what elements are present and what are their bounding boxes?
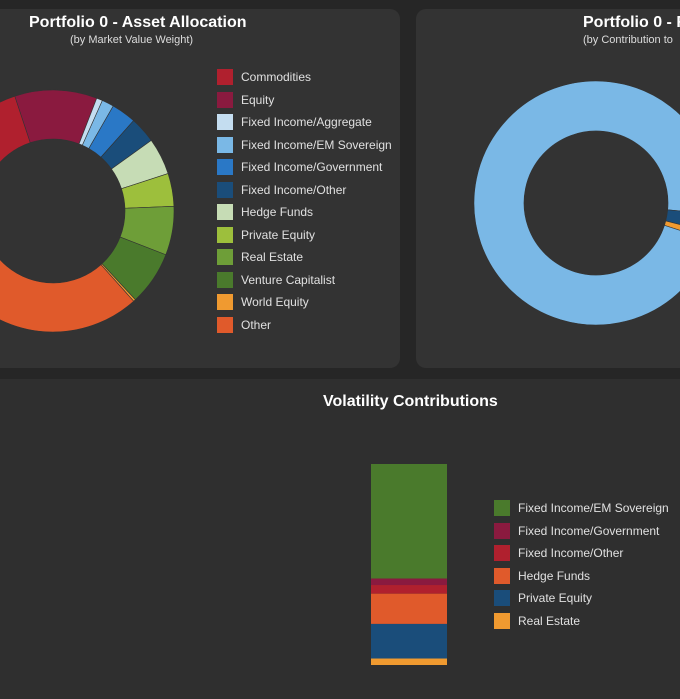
risk-contribution-donut-chart (473, 80, 680, 326)
asset-allocation-legend-item-commodities[interactable]: Commodities (217, 68, 311, 86)
asset-allocation-legend-label: Commodities (241, 70, 312, 84)
risk-contribution-slice-0-slice[interactable] (473, 80, 680, 326)
volatility-segment-real-estate[interactable] (371, 658, 447, 665)
volatility-legend-label: Private Equity (518, 591, 593, 605)
asset-allocation-legend-label: Fixed Income/Other (241, 182, 347, 197)
volatility-legend-swatch (494, 612, 510, 629)
asset-allocation-legend-swatch (217, 249, 233, 265)
asset-allocation-legend-item-private-equity[interactable]: Private Equity (217, 226, 315, 244)
volatility-contributions-panel: Volatility Contributions Fixed Income/EM… (0, 379, 680, 699)
asset-allocation-legend-item-hedge-funds[interactable]: Hedge Funds (217, 203, 313, 221)
volatility-legend-item-hedge-funds[interactable]: Hedge Funds (494, 567, 590, 585)
asset-allocation-legend-label: Fixed Income/EM Sovereign (241, 137, 392, 152)
risk-contribution-panel: Portfolio 0 - R (by Contribution to (416, 9, 680, 368)
asset-allocation-panel: Portfolio 0 - Asset Allocation (by Marke… (0, 9, 400, 368)
asset-allocation-legend-swatch (217, 136, 233, 153)
volatility-legend-label: Hedge Funds (518, 568, 591, 583)
volatility-legend-label: Fixed Income/Other (518, 546, 624, 560)
volatility-title: Volatility Contributions (323, 393, 498, 410)
asset-allocation-title: Portfolio 0 - Asset Allocation (29, 14, 247, 31)
asset-allocation-subtitle: (by Market Value Weight) (70, 34, 194, 46)
asset-allocation-legend-item-real-estate[interactable]: Real Estate (217, 248, 303, 266)
asset-allocation-legend-swatch (217, 204, 233, 220)
asset-allocation-legend-swatch (217, 91, 233, 108)
volatility-legend-item-fixed-income-government[interactable]: Fixed Income/Government (494, 522, 659, 540)
volatility-legend-label: Fixed Income/EM Sovereign (518, 501, 669, 515)
asset-allocation-other-slice[interactable] (0, 147, 135, 333)
asset-allocation-legend-label: Fixed Income/Government (241, 160, 383, 174)
asset-allocation-legend-item-other[interactable]: Other (217, 316, 271, 334)
asset-allocation-legend-swatch (217, 114, 233, 130)
risk-contribution-slice-2-slice[interactable] (664, 220, 680, 241)
asset-allocation-legend-label: Hedge Funds (241, 205, 314, 219)
volatility-segment-hedge-funds[interactable] (371, 593, 447, 624)
asset-allocation-legend-item-fixed-income-other[interactable]: Fixed Income/Other (217, 181, 346, 199)
volatility-legend-swatch (494, 522, 510, 539)
asset-allocation-legend-swatch (217, 159, 233, 175)
asset-allocation-legend-item-fixed-income-em-sovereign[interactable]: Fixed Income/EM Sovereign (217, 136, 392, 154)
asset-allocation-legend-label: Real Estate (241, 250, 304, 264)
asset-allocation-legend-swatch (217, 69, 233, 85)
volatility-legend-item-fixed-income-other[interactable]: Fixed Income/Other (494, 544, 623, 562)
risk-contribution-subtitle: (by Contribution to (583, 34, 673, 46)
asset-allocation-legend-item-equity[interactable]: Equity (217, 91, 274, 109)
volatility-segment-private-equity[interactable] (371, 623, 447, 659)
asset-allocation-legend-item-fixed-income-aggregate[interactable]: Fixed Income/Aggregate (217, 113, 372, 131)
asset-allocation-legend-swatch (217, 316, 233, 333)
asset-allocation-legend-item-world-equity[interactable]: World Equity (217, 293, 309, 311)
volatility-legend-item-real-estate[interactable]: Real Estate (494, 612, 580, 630)
volatility-legend-swatch (494, 545, 510, 561)
asset-allocation-legend-label: Venture Capitalist (241, 272, 336, 287)
asset-allocation-legend-swatch (217, 181, 233, 198)
asset-allocation-legend-swatch (217, 226, 233, 243)
asset-allocation-legend-swatch (217, 294, 233, 310)
asset-allocation-donut-chart (0, 89, 175, 333)
volatility-legend-item-fixed-income-em-sovereign[interactable]: Fixed Income/EM Sovereign (494, 499, 669, 517)
volatility-legend-swatch (494, 590, 510, 606)
asset-allocation-legend-item-fixed-income-government[interactable]: Fixed Income/Government (217, 158, 382, 176)
asset-allocation-legend-swatch (217, 271, 233, 288)
volatility-segment-fixed-income-government[interactable] (371, 578, 447, 586)
asset-allocation-legend-label: Fixed Income/Aggregate (241, 115, 372, 129)
volatility-stacked-bar-chart (371, 464, 447, 665)
volatility-legend-label: Fixed Income/Government (518, 523, 660, 538)
volatility-legend-swatch (494, 567, 510, 584)
volatility-legend-item-private-equity[interactable]: Private Equity (494, 589, 592, 607)
asset-allocation-legend-label: Other (241, 317, 272, 332)
volatility-legend-label: Real Estate (518, 613, 581, 628)
volatility-segment-fixed-income-em-sovereign[interactable] (371, 464, 447, 579)
asset-allocation-legend-label: Private Equity (241, 227, 316, 242)
risk-contribution-title: Portfolio 0 - R (583, 14, 680, 31)
volatility-legend-swatch (494, 500, 510, 516)
asset-allocation-legend-label: World Equity (241, 295, 309, 309)
volatility-segment-fixed-income-other[interactable] (371, 585, 447, 594)
asset-allocation-legend-label: Equity (241, 92, 275, 107)
asset-allocation-legend-item-venture-capitalist[interactable]: Venture Capitalist (217, 271, 335, 289)
